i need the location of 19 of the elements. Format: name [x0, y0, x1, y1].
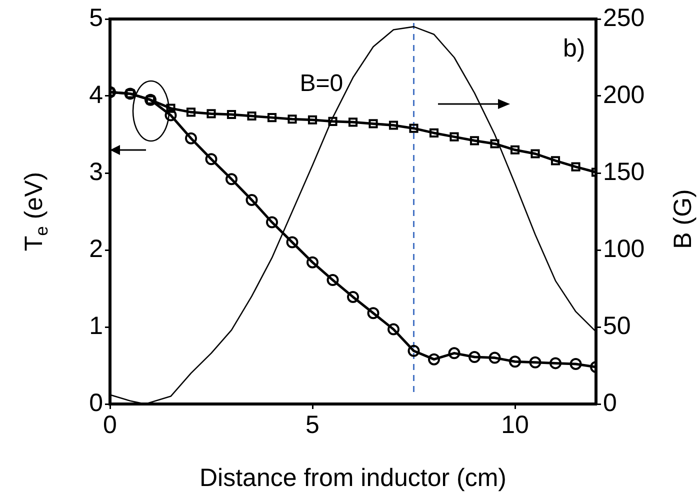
y2-tick-label: 100 — [603, 234, 645, 263]
y-tick-label: 5 — [89, 4, 103, 32]
x-tick-label: 5 — [306, 410, 320, 439]
y-axis-title: Te (eV) — [20, 172, 52, 252]
y2-tick-label: 150 — [603, 158, 645, 186]
y2-tick-label: 0 — [603, 388, 617, 417]
y2-axis-title: B (G) — [668, 189, 697, 249]
y2-tick-label: 50 — [603, 312, 631, 340]
y-tick-label: 4 — [89, 80, 104, 109]
y2-tick-label: 250 — [603, 4, 645, 32]
x-tick-label: 10 — [501, 410, 529, 439]
y2-tick-label: 200 — [603, 80, 645, 109]
y-tick-label: 1 — [89, 312, 103, 340]
x-axis-title: Distance from inductor (cm) — [199, 464, 507, 492]
y-tick-label: 0 — [89, 388, 103, 417]
y-tick-label: 3 — [89, 158, 103, 186]
y-tick-label: 2 — [89, 234, 103, 263]
annotation: B=0 — [300, 70, 344, 98]
annotation: b) — [563, 34, 586, 63]
